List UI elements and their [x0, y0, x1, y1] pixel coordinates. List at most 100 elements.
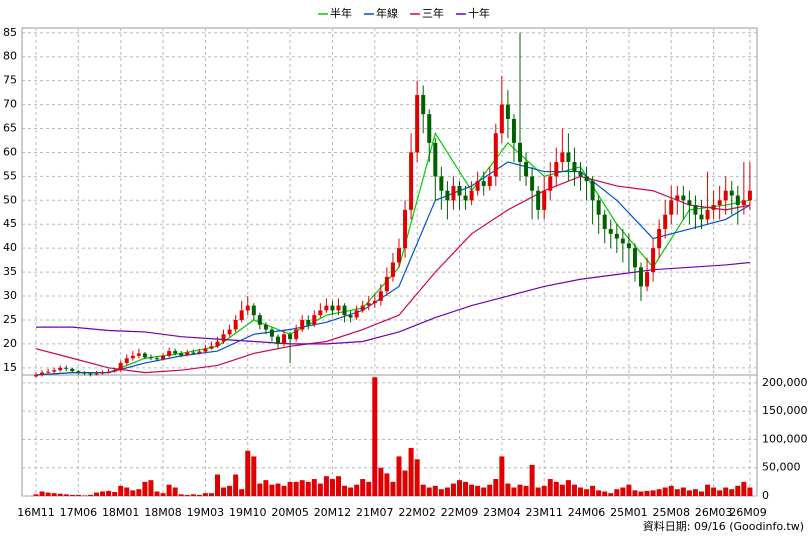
volume-bar	[523, 485, 529, 496]
candle-body	[148, 357, 153, 359]
volume-bar	[263, 480, 269, 496]
candle-body	[735, 195, 740, 206]
volume-bar	[360, 479, 366, 496]
volume-bar	[578, 487, 583, 496]
candle-body	[197, 351, 202, 354]
volume-bar	[154, 491, 160, 496]
volume-bar	[69, 494, 75, 496]
volume-bar	[553, 481, 559, 496]
volume-bar	[729, 489, 735, 496]
x-tick-label: 19M10	[229, 506, 267, 519]
candle-body	[52, 370, 57, 372]
candle-body	[729, 190, 734, 196]
candle-body	[717, 200, 722, 206]
candle-body	[179, 353, 184, 356]
y-tick-label: 35	[3, 265, 17, 278]
candle-body	[46, 371, 51, 373]
volume-bar	[517, 484, 523, 496]
volume-bar	[130, 490, 136, 496]
volume-bar	[336, 476, 341, 496]
candle-body	[294, 329, 299, 340]
volume-bar	[692, 489, 698, 496]
volume-bar	[674, 489, 680, 496]
candle-body	[505, 104, 510, 119]
candle-body	[572, 162, 577, 172]
candle-body	[518, 142, 522, 163]
candle-body	[118, 363, 123, 371]
candle-body	[124, 358, 129, 364]
candle-body	[723, 190, 728, 201]
candle-body	[632, 248, 637, 268]
candle-body	[70, 368, 75, 372]
volume-bar	[426, 487, 432, 496]
candle-body	[306, 319, 311, 325]
volume-bar	[348, 487, 354, 496]
candle-body	[185, 352, 190, 356]
candle-body	[560, 152, 565, 163]
volume-bar	[450, 483, 456, 496]
candle-body	[360, 305, 365, 311]
volume-bar	[680, 487, 686, 496]
volume-bar	[735, 485, 741, 496]
volume-bar	[227, 485, 233, 496]
candle-body	[705, 209, 710, 220]
volume-bar	[39, 491, 45, 496]
candle-body	[318, 310, 323, 316]
x-tick-label: 24M06	[568, 506, 606, 519]
volume-bar	[571, 484, 577, 496]
volume-bar	[112, 492, 118, 496]
candle-body	[64, 367, 69, 369]
volume-bar	[723, 487, 729, 496]
volume-bar	[444, 487, 450, 496]
y-tick-label: 25	[3, 313, 17, 326]
volume-bar	[686, 490, 692, 496]
candle-body	[366, 303, 371, 306]
volume-bar	[94, 492, 99, 496]
candle-body	[433, 142, 438, 177]
x-tick-label: 22M09	[441, 506, 479, 519]
candle-body	[167, 351, 172, 356]
candle-body	[384, 276, 389, 292]
volume-bar	[75, 494, 81, 496]
candle-body	[499, 104, 504, 134]
candle-body	[584, 176, 589, 182]
candle-body	[687, 200, 692, 206]
volume-bar	[178, 494, 184, 496]
candle-body	[590, 181, 595, 201]
y-tick-label: 20	[3, 337, 17, 350]
candle-body	[524, 162, 529, 177]
volume-bar	[469, 484, 475, 496]
x-tick-label: 26M03	[695, 506, 733, 519]
volume-bar	[323, 476, 329, 496]
volume-bar	[565, 480, 571, 496]
volume-bar	[148, 480, 154, 496]
candle-body	[233, 319, 238, 330]
y-tick-label: 30	[3, 289, 17, 302]
volume-bar	[118, 485, 124, 496]
y-tick-label: 80	[3, 50, 17, 63]
candle-body	[100, 372, 105, 374]
volume-bar	[317, 483, 323, 496]
legend-label: 三年	[422, 6, 444, 20]
volume-bar	[81, 495, 87, 496]
candle-body	[645, 272, 650, 287]
volume-bar	[166, 484, 172, 496]
volume-bar	[257, 483, 263, 496]
volume-bar	[57, 493, 63, 496]
candle-body	[312, 315, 317, 325]
volume-bar	[590, 485, 596, 496]
volume-bar	[124, 487, 130, 496]
candle-body	[657, 229, 662, 249]
candle-body	[173, 351, 178, 354]
candle-body	[741, 200, 746, 206]
candle-body	[191, 352, 196, 354]
candle-body	[354, 310, 359, 318]
volume-bar	[160, 493, 166, 496]
volume-bar	[299, 480, 305, 496]
candle-body	[276, 336, 280, 344]
candle-body	[548, 176, 553, 191]
candle-body	[257, 315, 262, 325]
volume-bar	[106, 490, 112, 496]
volume-bar	[63, 494, 69, 496]
candle-body	[82, 372, 87, 374]
